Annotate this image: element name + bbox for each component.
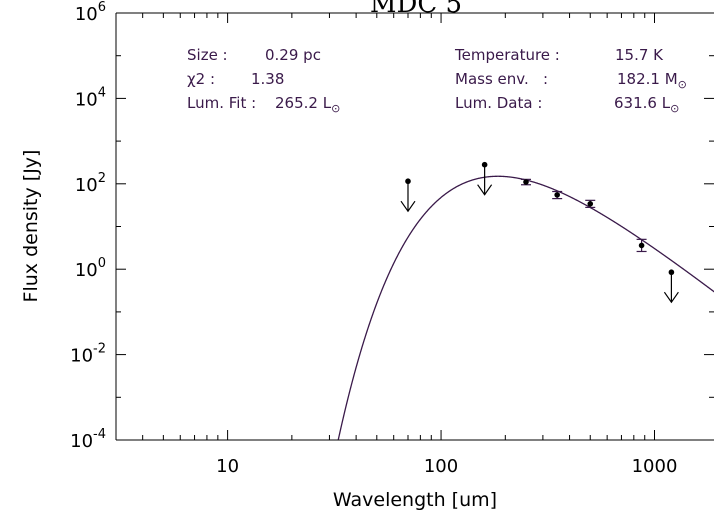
upper-limit-arrowhead (477, 184, 493, 196)
y-tick-label: 10-4 (70, 427, 106, 452)
detection-point (585, 199, 596, 209)
detection-point (552, 190, 563, 200)
lum-data-label: Lum. Data : (455, 94, 542, 112)
chart-title: MDC 5 (370, 0, 462, 19)
temperature-label: Temperature : (454, 46, 560, 64)
y-tick-labels: 10-4 10-2 100 102 104 106 (70, 0, 106, 452)
x-ticks (115, 13, 656, 440)
y-ticks (116, 12, 714, 441)
y-tick-label: 10-2 (70, 342, 106, 367)
x-tick-label: 10 (216, 456, 239, 477)
chi2-value: 1.38 (251, 70, 284, 88)
detection-marker (638, 242, 645, 249)
detection-marker (554, 192, 560, 198)
x-tick-label: 1000 (632, 456, 678, 477)
lum-data-value: 631.6 L (614, 94, 671, 112)
lum-data-unit-sub: ⊙ (670, 102, 679, 115)
detection-marker (587, 201, 594, 207)
data-series (337, 161, 714, 440)
chi2-label: χ2 : (187, 70, 215, 88)
y-tick-label: 104 (75, 85, 106, 110)
upper-limit-point (400, 178, 416, 213)
mass-env-label: Mass env. : (455, 70, 548, 88)
upper-limit-point (663, 269, 679, 304)
size-value: 0.29 pc (265, 46, 321, 64)
lum-fit-unit-sub: ⊙ (331, 102, 340, 115)
x-tick-label: 100 (424, 456, 458, 477)
upper-limit-points (400, 161, 679, 304)
svg-text:265.2 L⊙: 265.2 L⊙ (275, 94, 340, 115)
upper-limit-point (477, 161, 493, 196)
upper-limit-arrowhead (663, 291, 679, 304)
y-tick-label: 106 (75, 0, 106, 25)
detection-marker (523, 179, 529, 185)
y-tick-label: 102 (75, 171, 106, 196)
svg-text:182.1 M⊙: 182.1 M⊙ (617, 70, 687, 91)
y-tick-label: 100 (75, 256, 106, 281)
lum-fit-label: Lum. Fit : (187, 94, 256, 112)
fit-annotations: Size : 0.29 pc χ2 : 1.38 Lum. Fit : 265.… (187, 46, 687, 115)
detection-point (636, 238, 647, 253)
temperature-value: 15.7 K (615, 46, 664, 64)
y-axis-label: Flux density [Jy] (20, 150, 42, 303)
x-axis-label: Wavelength [um] (333, 489, 497, 511)
detection-points (520, 178, 647, 253)
mass-env-value: 182.1 M (617, 70, 678, 88)
lum-fit-value: 265.2 L (275, 94, 332, 112)
mass-env-unit-sub: ⊙ (678, 78, 687, 91)
detection-point (520, 178, 531, 186)
upper-limit-arrowhead (400, 200, 416, 213)
x-tick-labels: 10 100 1000 (216, 456, 677, 477)
model-curve (337, 175, 714, 440)
svg-text:631.6 L⊙: 631.6 L⊙ (614, 94, 679, 115)
size-label: Size : (187, 46, 228, 64)
